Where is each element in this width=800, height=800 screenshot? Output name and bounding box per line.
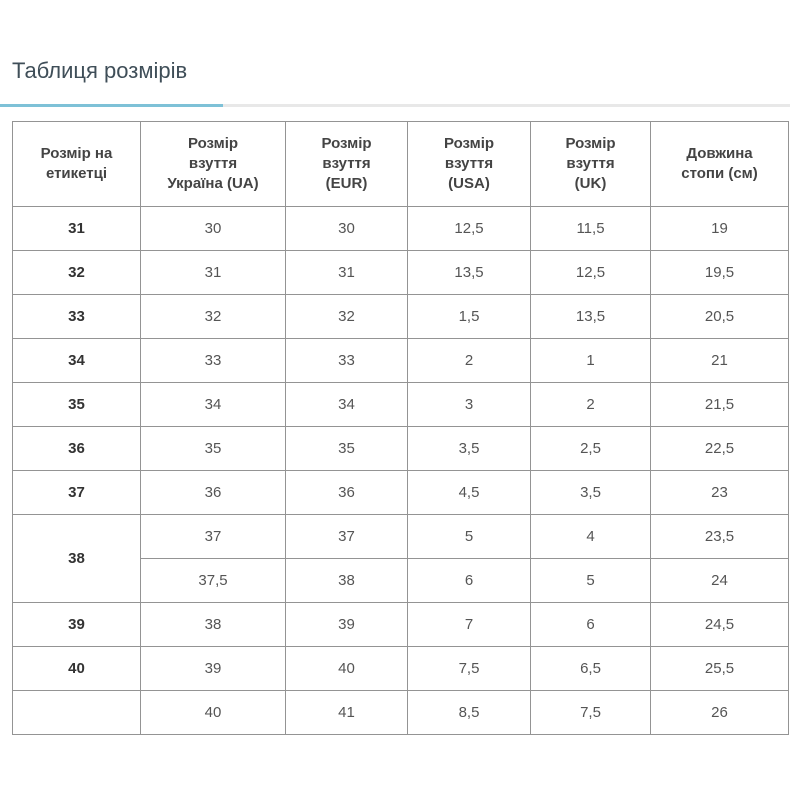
size-value-cell: 6: [530, 602, 651, 647]
table-row: 37,5 38 6 5 24: [13, 558, 789, 603]
size-label-cell: 38: [12, 514, 141, 603]
size-value-cell: 2: [530, 382, 651, 427]
size-value-cell: 6,5: [530, 646, 651, 691]
size-value-cell: 38: [140, 602, 286, 647]
table-row: 40 39 40 7,5 6,5 25,5: [12, 646, 789, 691]
size-label-cell: 36: [12, 426, 141, 471]
size-label-cell: 39: [12, 602, 141, 647]
size-value-cell: 23,5: [650, 514, 789, 559]
page-title: Таблиця розмірів: [12, 58, 188, 83]
column-header-uk: Розмір взуття (UK): [530, 121, 651, 207]
size-label-cell: 40: [12, 646, 141, 691]
size-value-cell: 41: [285, 690, 408, 735]
size-value-cell: 12,5: [407, 206, 531, 251]
size-value-cell: 24,5: [650, 602, 789, 647]
size-value-cell: 23: [650, 470, 789, 515]
size-value-cell: 3,5: [407, 426, 531, 471]
size-value-cell: 7,5: [530, 690, 651, 735]
table-row: 38 37 37 5 4 23,5: [12, 514, 789, 603]
size-value-cell: 13,5: [530, 294, 651, 339]
table-row: 33 32 32 1,5 13,5 20,5: [12, 294, 789, 339]
column-header-label: Розмір на етикетці: [12, 121, 141, 207]
size-value-cell: 2,5: [530, 426, 651, 471]
size-value-cell: 32: [285, 294, 408, 339]
table-row: 36 35 35 3,5 2,5 22,5: [12, 426, 789, 471]
size-value-cell: 38: [285, 558, 408, 603]
table-row: 37 36 36 4,5 3,5 23: [12, 470, 789, 515]
header-row: Розмір на етикетці Розмір взуття Україна…: [12, 121, 789, 207]
size-value-cell: 34: [285, 382, 408, 427]
size-value-cell: 30: [285, 206, 408, 251]
size-value-cell: 30: [140, 206, 286, 251]
size-table: Розмір на етикетці Розмір взуття Україна…: [12, 121, 789, 735]
size-value-cell: 20,5: [650, 294, 789, 339]
size-value-cell: 7: [407, 602, 531, 647]
size-value-cell: 2: [407, 338, 531, 383]
size-value-cell: 4,5: [407, 470, 531, 515]
column-header-foot-length: Довжина стопи (см): [650, 121, 789, 207]
size-value-cell: 11,5: [530, 206, 651, 251]
size-value-cell: 36: [285, 470, 408, 515]
size-value-cell: 39: [140, 646, 286, 691]
size-value-cell: 6: [407, 558, 531, 603]
size-value-cell: 21: [650, 338, 789, 383]
size-value-cell: 7,5: [407, 646, 531, 691]
size-label-cell: 37: [12, 470, 141, 515]
size-label-cell: [12, 690, 141, 735]
size-value-cell: 32: [140, 294, 286, 339]
size-value-cell: 1: [530, 338, 651, 383]
size-value-cell: 12,5: [530, 250, 651, 295]
size-value-cell: 35: [285, 426, 408, 471]
column-header-ua: Розмір взуття Україна (UA): [140, 121, 286, 207]
size-value-cell: 33: [285, 338, 408, 383]
size-label-cell: 31: [12, 206, 141, 251]
size-value-cell: 37,5: [140, 558, 286, 603]
title-divider-accent: [0, 104, 223, 107]
size-value-cell: 5: [530, 558, 651, 603]
size-label-cell: 32: [12, 250, 141, 295]
size-value-cell: 35: [140, 426, 286, 471]
size-label-cell: 35: [12, 382, 141, 427]
table-row: 39 38 39 7 6 24,5: [12, 602, 789, 647]
size-value-cell: 31: [140, 250, 286, 295]
size-value-cell: 37: [140, 514, 286, 559]
size-value-cell: 33: [140, 338, 286, 383]
size-label-cell: 33: [12, 294, 141, 339]
size-value-cell: 40: [140, 690, 286, 735]
size-value-cell: 31: [285, 250, 408, 295]
column-header-usa: Розмір взуття (USA): [407, 121, 531, 207]
size-table-header: Розмір на етикетці Розмір взуття Україна…: [12, 121, 789, 207]
size-value-cell: 8,5: [407, 690, 531, 735]
size-value-cell: 21,5: [650, 382, 789, 427]
size-value-cell: 4: [530, 514, 651, 559]
table-row: 34 33 33 2 1 21: [12, 338, 789, 383]
size-value-cell: 3: [407, 382, 531, 427]
size-value-cell: 19,5: [650, 250, 789, 295]
size-value-cell: 13,5: [407, 250, 531, 295]
size-value-cell: 19: [650, 206, 789, 251]
column-header-eur: Розмір взуття (EUR): [285, 121, 408, 207]
size-value-cell: 25,5: [650, 646, 789, 691]
size-value-cell: 39: [285, 602, 408, 647]
size-value-cell: 36: [140, 470, 286, 515]
size-value-cell: 22,5: [650, 426, 789, 471]
size-value-cell: 26: [650, 690, 789, 735]
table-row: 35 34 34 3 2 21,5: [12, 382, 789, 427]
table-row: 32 31 31 13,5 12,5 19,5: [12, 250, 789, 295]
size-table-body: 31 30 30 12,5 11,5 19 32 31 31 13,5 12,5 19,5 33 32 32…: [12, 206, 789, 735]
size-value-cell: 5: [407, 514, 531, 559]
size-value-cell: 1,5: [407, 294, 531, 339]
title-divider: [0, 104, 790, 107]
size-value-cell: 37: [285, 514, 408, 559]
size-label-cell: 34: [12, 338, 141, 383]
size-value-cell: 34: [140, 382, 286, 427]
size-value-cell: 3,5: [530, 470, 651, 515]
size-value-cell: 24: [650, 558, 789, 603]
table-row: 31 30 30 12,5 11,5 19: [12, 206, 789, 251]
size-value-cell: 40: [285, 646, 408, 691]
table-row: 40 41 8,5 7,5 26: [12, 690, 789, 735]
